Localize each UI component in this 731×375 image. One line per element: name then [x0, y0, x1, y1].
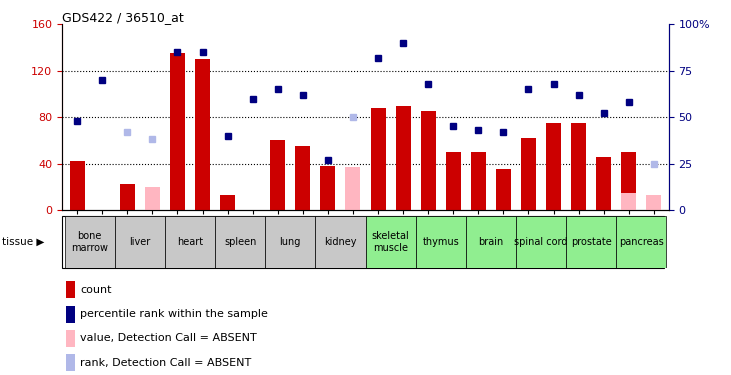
- Bar: [346, 167, 360, 210]
- Bar: [521, 138, 536, 210]
- Text: rank, Detection Call = ABSENT: rank, Detection Call = ABSENT: [80, 358, 251, 368]
- Bar: [315, 216, 366, 268]
- Text: liver: liver: [129, 237, 151, 247]
- Text: thymus: thymus: [423, 237, 459, 247]
- Text: spleen: spleen: [224, 237, 257, 247]
- Bar: [295, 146, 311, 210]
- Text: bone
marrow: bone marrow: [71, 231, 108, 253]
- Bar: [566, 216, 616, 268]
- Bar: [596, 157, 611, 210]
- Bar: [145, 187, 160, 210]
- Bar: [446, 152, 461, 210]
- Bar: [516, 216, 566, 268]
- Text: tissue ▶: tissue ▶: [2, 237, 45, 247]
- Bar: [270, 140, 285, 210]
- Bar: [64, 216, 115, 268]
- Bar: [416, 216, 466, 268]
- Bar: [420, 111, 436, 210]
- Bar: [120, 184, 135, 210]
- Bar: [215, 216, 265, 268]
- Bar: [195, 59, 210, 210]
- Bar: [220, 195, 235, 210]
- Text: count: count: [80, 285, 112, 295]
- Bar: [646, 195, 662, 210]
- Bar: [115, 216, 165, 268]
- Text: GDS422 / 36510_at: GDS422 / 36510_at: [62, 11, 184, 24]
- Bar: [320, 166, 336, 210]
- Text: pancreas: pancreas: [619, 237, 664, 247]
- Text: spinal cord: spinal cord: [514, 237, 568, 247]
- Bar: [546, 123, 561, 210]
- Text: brain: brain: [478, 237, 504, 247]
- Text: skeletal
muscle: skeletal muscle: [371, 231, 409, 253]
- Text: kidney: kidney: [324, 237, 357, 247]
- Bar: [165, 216, 215, 268]
- Text: lung: lung: [279, 237, 301, 247]
- Text: prostate: prostate: [571, 237, 612, 247]
- Bar: [496, 170, 511, 210]
- Text: heart: heart: [177, 237, 203, 247]
- Bar: [466, 216, 516, 268]
- Bar: [265, 216, 315, 268]
- Bar: [621, 152, 636, 210]
- Text: value, Detection Call = ABSENT: value, Detection Call = ABSENT: [80, 333, 257, 344]
- Text: percentile rank within the sample: percentile rank within the sample: [80, 309, 268, 319]
- Bar: [621, 193, 636, 210]
- Bar: [371, 108, 385, 210]
- Bar: [170, 53, 185, 210]
- Bar: [69, 161, 85, 210]
- Bar: [366, 216, 416, 268]
- Bar: [395, 106, 411, 210]
- Bar: [471, 152, 486, 210]
- Bar: [616, 216, 667, 268]
- Bar: [571, 123, 586, 210]
